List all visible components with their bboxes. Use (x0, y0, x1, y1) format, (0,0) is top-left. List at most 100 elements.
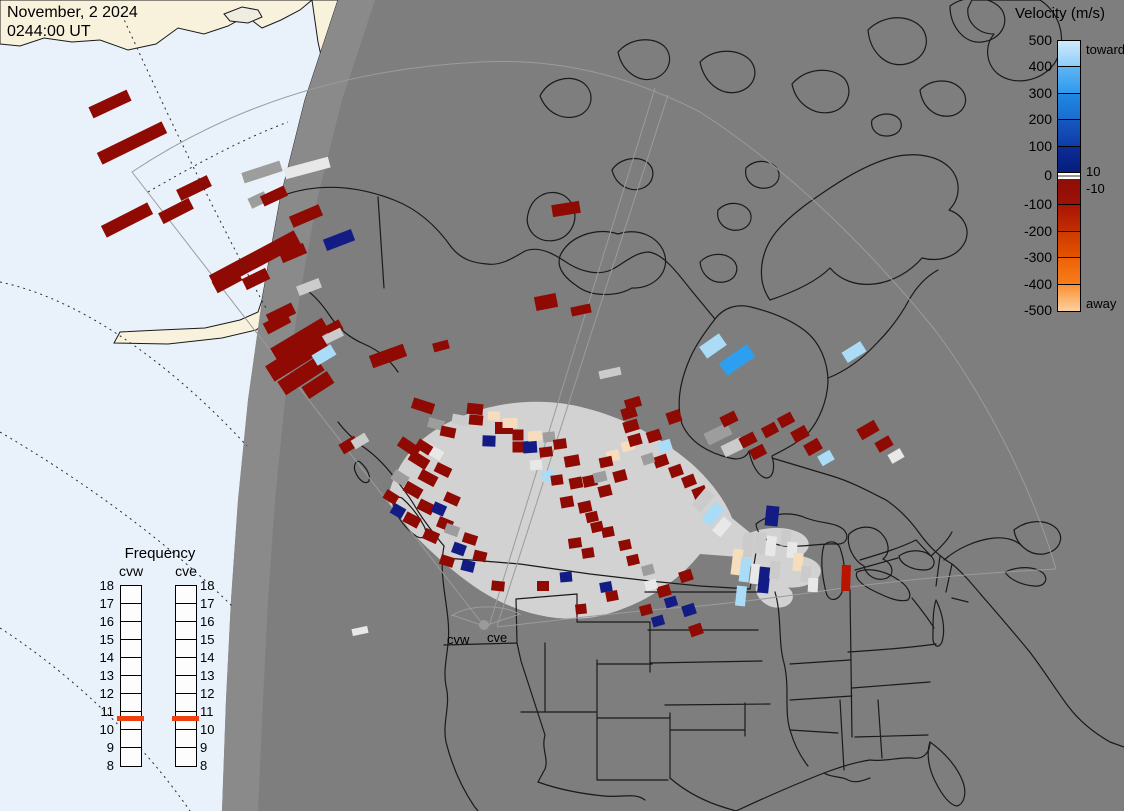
velocity-cell (324, 319, 344, 337)
velocity-cell (241, 267, 271, 291)
velocity-away-label: away (1086, 296, 1117, 311)
frequency-tick-label: 14 (200, 650, 215, 665)
frequency-bar-cell (121, 748, 141, 766)
velocity-cell (482, 435, 496, 447)
velocity-cell (620, 405, 638, 421)
velocity-cell (550, 474, 564, 486)
velocity-cell (764, 535, 778, 557)
frequency-bar-cell (121, 694, 141, 712)
frequency-bar-cell (121, 586, 141, 604)
velocity-cell (417, 468, 439, 488)
velocity-tick-label: 400 (1028, 58, 1052, 75)
velocity-cell (472, 549, 488, 563)
frequency-bar-cell (176, 622, 196, 640)
velocity-tick-label: 0 (1044, 167, 1052, 183)
frequency-column-cvw-label: cvw (118, 563, 144, 579)
velocity-cell (491, 580, 505, 592)
velocity-colorbar-segment (1058, 93, 1080, 121)
velocity-colorbar-segment (1058, 231, 1080, 259)
radar-site-dot (479, 620, 489, 630)
velocity-cell (512, 441, 524, 453)
velocity-cell (748, 443, 768, 461)
velocity-cell (599, 581, 613, 593)
velocity-cell (678, 568, 694, 584)
velocity-cell (283, 156, 331, 180)
frequency-tick-label: 13 (200, 668, 215, 683)
velocity-cell (645, 428, 663, 444)
frequency-tick-label: 16 (99, 614, 114, 629)
frequency-marker (117, 716, 144, 722)
velocity-cell (650, 614, 666, 628)
velocity-cell (559, 495, 575, 509)
velocity-cell (856, 419, 880, 441)
velocity-cell (451, 413, 469, 427)
frequency-tick-label: 8 (200, 758, 208, 773)
frequency-tick-label: 14 (99, 650, 114, 665)
velocity-cell (96, 121, 168, 165)
frequency-marker (172, 716, 199, 722)
frequency-tick-label: 13 (99, 668, 114, 683)
velocity-cell (668, 463, 684, 479)
velocity-cell (563, 454, 581, 468)
velocity-cell (322, 229, 356, 251)
velocity-cell (468, 414, 484, 426)
velocity-zero-upper-label: 10 (1086, 164, 1101, 179)
velocity-tick-label: -500 (1023, 302, 1052, 318)
velocity-cell (390, 469, 410, 487)
velocity-cell (512, 429, 524, 441)
frequency-tick-label: 11 (100, 704, 115, 719)
velocity-cell (681, 602, 697, 618)
frequency-bar-cell (121, 640, 141, 658)
velocity-cell (874, 435, 894, 453)
velocity-cell (769, 560, 781, 580)
velocity-colorbar (1057, 40, 1081, 312)
velocity-cell (577, 500, 593, 514)
velocity-cell (443, 522, 461, 538)
velocity-colorbar-zero-gap (1058, 172, 1080, 179)
velocity-cell (382, 489, 400, 505)
velocity-cell (439, 425, 457, 439)
velocity-cell (691, 487, 715, 513)
velocity-cell (158, 197, 194, 225)
frequency-tick-label: 9 (106, 740, 114, 755)
velocity-tick-label: -300 (1023, 249, 1052, 266)
frequency-column-cve-label: cve (175, 563, 197, 579)
velocity-cell (432, 339, 450, 353)
velocity-cell (712, 516, 732, 538)
frequency-tick-label: 17 (99, 596, 114, 611)
velocity-cell (487, 411, 501, 421)
frequency-bar-cell (121, 676, 141, 694)
velocity-colorbar-segment (1058, 178, 1080, 206)
velocity-legend-title: Velocity (m/s) (1014, 5, 1105, 22)
velocity-cell (841, 341, 867, 363)
velocity-cell (749, 563, 761, 585)
velocity-cell (612, 469, 628, 483)
velocity-cell (663, 595, 679, 609)
velocity-cell (657, 438, 673, 454)
velocity-cell (567, 537, 583, 549)
velocity-colorbar-segment (1058, 41, 1080, 68)
velocity-cell (638, 603, 654, 617)
velocity-cell (605, 589, 619, 603)
velocity-cell (623, 395, 643, 411)
frequency-tick-label: 11 (200, 704, 214, 719)
velocity-cell (741, 532, 755, 558)
frequency-legend-title: Frequency (124, 545, 196, 562)
velocity-cell (597, 484, 613, 498)
frequency-tick-label: 8 (106, 758, 114, 773)
velocity-cell (551, 200, 581, 218)
velocity-cell (618, 538, 632, 552)
velocity-cell (734, 585, 748, 607)
velocity-cell (601, 525, 615, 539)
fov-boundaries (131, 61, 1057, 628)
velocity-cell (460, 559, 476, 573)
velocity-cell (461, 532, 479, 546)
velocity-cell (570, 303, 592, 317)
velocity-cell (533, 293, 559, 311)
velocity-cell (414, 438, 434, 456)
velocity-cell (701, 501, 725, 527)
velocity-cell (803, 437, 823, 457)
velocity-cell (626, 553, 640, 567)
velocity-cell (301, 370, 335, 400)
velocity-cell (88, 89, 132, 119)
